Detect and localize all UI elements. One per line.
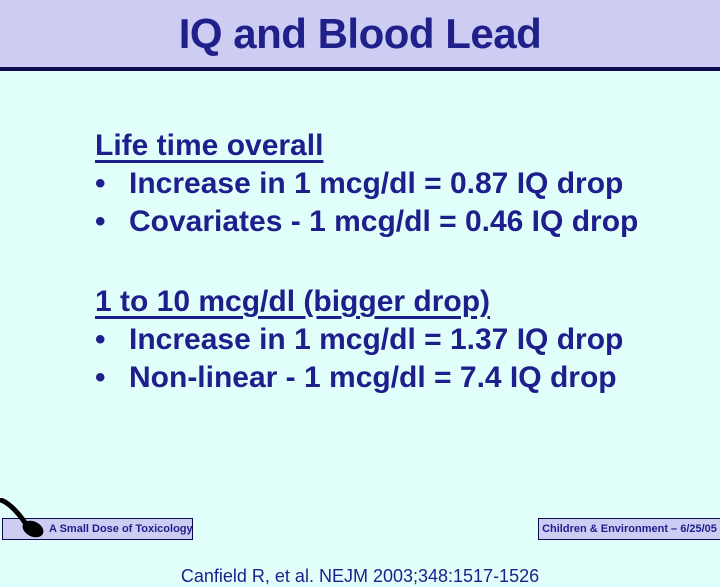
list-item: • Non-linear - 1 mcg/dl = 7.4 IQ drop — [95, 359, 720, 397]
list-item: • Covariates - 1 mcg/dl = 0.46 IQ drop — [95, 203, 720, 241]
title-bar: IQ and Blood Lead — [0, 0, 720, 71]
bullet-text: Covariates - 1 mcg/dl = 0.46 IQ drop — [129, 205, 639, 238]
bullet-icon: • — [95, 361, 106, 394]
footer-right-label: Children & Environment – 6/25/05 — [542, 523, 717, 535]
bullet-text: Non-linear - 1 mcg/dl = 7.4 IQ drop — [129, 361, 617, 394]
list-item: • Increase in 1 mcg/dl = 0.87 IQ drop — [95, 165, 720, 203]
bullet-icon: • — [95, 205, 106, 238]
footer-left-label: A Small Dose of Toxicology — [49, 523, 193, 535]
footer-right-badge: Children & Environment – 6/25/05 — [538, 518, 720, 540]
list-item: • Increase in 1 mcg/dl = 1.37 IQ drop — [95, 321, 720, 359]
citation: Canfield R, et al. NEJM 2003;348:1517-15… — [180, 566, 540, 586]
section-heading: 1 to 10 mcg/dl (bigger drop) — [95, 285, 491, 318]
bullet-text: Increase in 1 mcg/dl = 1.37 IQ drop — [129, 323, 624, 356]
bullet-icon: • — [95, 323, 106, 356]
footer-left-badge: A Small Dose of Toxicology — [2, 518, 193, 540]
section-lifetime-overall: Life time overall • Increase in 1 mcg/dl… — [0, 127, 720, 241]
section-heading: Life time overall — [95, 129, 324, 162]
bullet-icon: • — [95, 167, 106, 200]
slide-title: IQ and Blood Lead — [178, 9, 542, 57]
bullet-text: Increase in 1 mcg/dl = 0.87 IQ drop — [129, 167, 624, 200]
section-1-to-10-mcg: 1 to 10 mcg/dl (bigger drop) • Increase … — [0, 283, 720, 397]
slide-content: Life time overall • Increase in 1 mcg/dl… — [0, 75, 720, 586]
